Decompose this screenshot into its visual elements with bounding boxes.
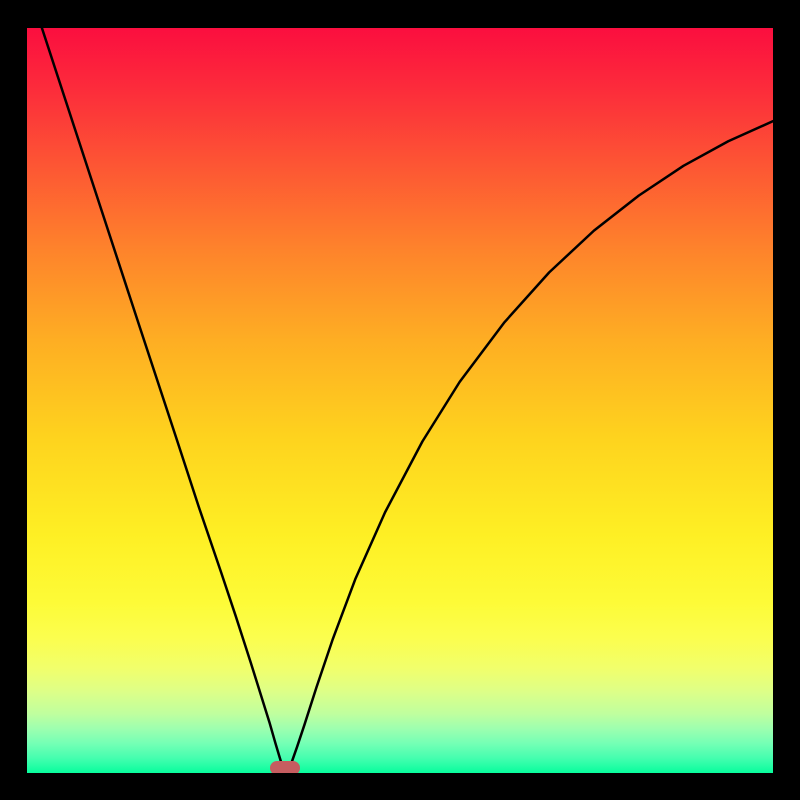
plot-area [27,28,773,773]
curve-path [27,28,773,773]
plot-frame [0,0,800,800]
optimum-marker [270,761,300,773]
bottleneck-curve [27,28,773,773]
